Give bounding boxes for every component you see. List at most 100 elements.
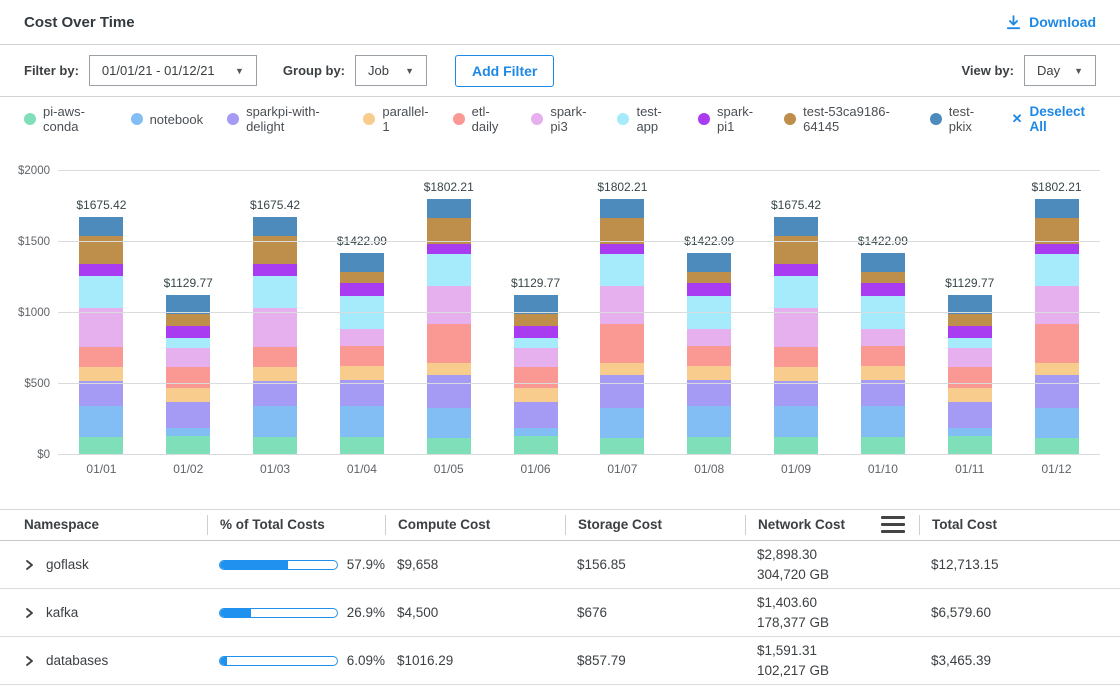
bar-segment-spark-pi3 — [514, 348, 558, 367]
compute-cost-cell: $4,500 — [385, 605, 565, 620]
legend-item-etl-daily[interactable]: etl-daily — [453, 104, 508, 134]
bar-segment-parallel-1 — [79, 367, 123, 382]
bar-segment-test-53ca9186-64145 — [861, 272, 905, 283]
group-by-select[interactable]: Job ▼ — [355, 55, 427, 86]
group-by-value: Job — [368, 63, 389, 78]
close-icon: ✕ — [1012, 111, 1023, 127]
bar-segment-test-app — [166, 338, 210, 348]
pct-label: 6.09% — [347, 653, 385, 668]
download-button[interactable]: Download — [1005, 14, 1096, 31]
bar-segment-parallel-1 — [166, 388, 210, 402]
bar-01/01: $1675.42 — [79, 217, 123, 455]
namespace-cell: kafka — [24, 605, 207, 620]
table-row-databases: databases6.09%$1016.29$857.79$1,591.3110… — [0, 637, 1120, 685]
bar-segment-pi-aws-conda — [340, 437, 384, 455]
legend-label: test-53ca9186-64145 — [803, 104, 906, 134]
bar-segment-spark-pi1 — [948, 326, 992, 338]
gridline — [58, 454, 1100, 455]
column-header-pct-total-costs[interactable]: % of Total Costs — [207, 515, 385, 535]
namespace-cell: goflask — [24, 557, 207, 572]
legend-item-notebook[interactable]: notebook — [131, 112, 204, 127]
legend-item-sparkpi-with-delight[interactable]: sparkpi-with-delight — [227, 104, 339, 134]
legend-label: sparkpi-with-delight — [246, 104, 339, 134]
column-header-total-cost[interactable]: Total Cost — [919, 515, 1120, 535]
x-axis-tick-label: 01/09 — [753, 462, 840, 476]
bar-segment-sparkpi-with-delight — [253, 381, 297, 406]
view-by-select[interactable]: Day ▼ — [1024, 55, 1096, 86]
bar-segment-pi-aws-conda — [600, 438, 644, 455]
network-cost-amount: $1,403.60 — [757, 593, 919, 613]
bar-segment-test-53ca9186-64145 — [166, 314, 210, 326]
table-body: goflask57.9%$9,658$156.85$2,898.30304,72… — [0, 541, 1120, 685]
x-axis-tick-label: 01/06 — [492, 462, 579, 476]
chevron-down-icon: ▼ — [235, 66, 244, 76]
bar-segment-notebook — [948, 428, 992, 436]
storage-cost-cell: $676 — [565, 605, 745, 620]
bar-segment-sparkpi-with-delight — [774, 381, 818, 406]
legend-item-pi-aws-conda[interactable]: pi-aws-conda — [24, 104, 107, 134]
legend-item-parallel-1[interactable]: parallel-1 — [363, 104, 428, 134]
column-header-storage-cost[interactable]: Storage Cost — [565, 515, 745, 535]
bar-segment-sparkpi-with-delight — [600, 375, 644, 409]
bar-segment-test-app — [1035, 254, 1079, 285]
network-cost-label: Network Cost — [758, 517, 845, 532]
add-filter-button[interactable]: Add Filter — [455, 55, 554, 87]
total-cost-cell: $12,713.15 — [919, 557, 1120, 572]
table-row-goflask: goflask57.9%$9,658$156.85$2,898.30304,72… — [0, 541, 1120, 589]
bar-segment-pi-aws-conda — [861, 437, 905, 455]
bar-segment-spark-pi3 — [427, 286, 471, 325]
legend-label: notebook — [150, 112, 204, 127]
bar-slot: $1802.21 — [579, 171, 666, 455]
table-header-row: Namespace % of Total Costs Compute Cost … — [0, 510, 1120, 541]
namespace-cell: databases — [24, 653, 207, 668]
legend-item-test-53ca9186-64145[interactable]: test-53ca9186-64145 — [784, 104, 906, 134]
pct-total-costs-cell: 57.9% — [207, 557, 385, 572]
group-by-label: Group by: — [283, 63, 345, 78]
bar-segment-pi-aws-conda — [774, 437, 818, 455]
bar-total-label: $1675.42 — [250, 198, 300, 212]
legend-dot-icon — [24, 113, 36, 125]
bar-segment-etl-daily — [600, 324, 644, 363]
bar-segment-sparkpi-with-delight — [79, 381, 123, 406]
bar-segment-test-53ca9186-64145 — [600, 218, 644, 244]
legend-label: spark-pi3 — [550, 104, 593, 134]
column-menu-icon[interactable] — [881, 516, 905, 533]
deselect-all-button[interactable]: ✕ Deselect All — [1012, 104, 1096, 134]
total-cost-cell: $6,579.60 — [919, 605, 1120, 620]
bar-segment-parallel-1 — [340, 366, 384, 380]
legend-item-test-app[interactable]: test-app — [617, 104, 674, 134]
column-header-network-cost[interactable]: Network Cost — [745, 515, 919, 535]
pct-progress-bar — [219, 656, 338, 666]
expand-chevron-icon[interactable] — [24, 656, 34, 666]
date-range-value: 01/01/21 - 01/12/21 — [102, 63, 215, 78]
legend-item-test-pkix[interactable]: test-pkix — [930, 104, 988, 134]
x-axis-labels: 01/0101/0201/0301/0401/0501/0601/0701/08… — [58, 462, 1100, 476]
legend-item-spark-pi3[interactable]: spark-pi3 — [531, 104, 593, 134]
bar-segment-test-53ca9186-64145 — [514, 314, 558, 326]
column-header-namespace[interactable]: Namespace — [24, 515, 207, 535]
bar-segment-notebook — [166, 428, 210, 436]
expand-chevron-icon[interactable] — [24, 560, 34, 570]
bar-total-label: $1675.42 — [771, 198, 821, 212]
date-range-select[interactable]: 01/01/21 - 01/12/21 ▼ — [89, 55, 257, 86]
legend-dot-icon — [698, 113, 710, 125]
chevron-down-icon: ▼ — [405, 66, 414, 76]
expand-chevron-icon[interactable] — [24, 608, 34, 618]
bar-segment-sparkpi-with-delight — [427, 375, 471, 409]
legend-item-spark-pi1[interactable]: spark-pi1 — [698, 104, 760, 134]
bar-01/06: $1129.77 — [514, 295, 558, 455]
bar-segment-etl-daily — [79, 347, 123, 367]
network-cost-gb: 102,217 GB — [757, 661, 919, 681]
legend-dot-icon — [784, 113, 796, 125]
pct-label: 26.9% — [347, 605, 385, 620]
bar-segment-pi-aws-conda — [687, 437, 731, 455]
bar-segment-parallel-1 — [427, 363, 471, 375]
table-row-kafka: kafka26.9%$4,500$676$1,403.60178,377 GB$… — [0, 589, 1120, 637]
column-header-compute-cost[interactable]: Compute Cost — [385, 515, 565, 535]
legend-label: pi-aws-conda — [43, 104, 107, 134]
y-axis-tick-label: $1000 — [6, 307, 50, 319]
bar-total-label: $1129.77 — [164, 276, 213, 290]
x-axis-tick-label: 01/02 — [145, 462, 232, 476]
gridline — [58, 241, 1100, 242]
legend-dot-icon — [131, 113, 143, 125]
